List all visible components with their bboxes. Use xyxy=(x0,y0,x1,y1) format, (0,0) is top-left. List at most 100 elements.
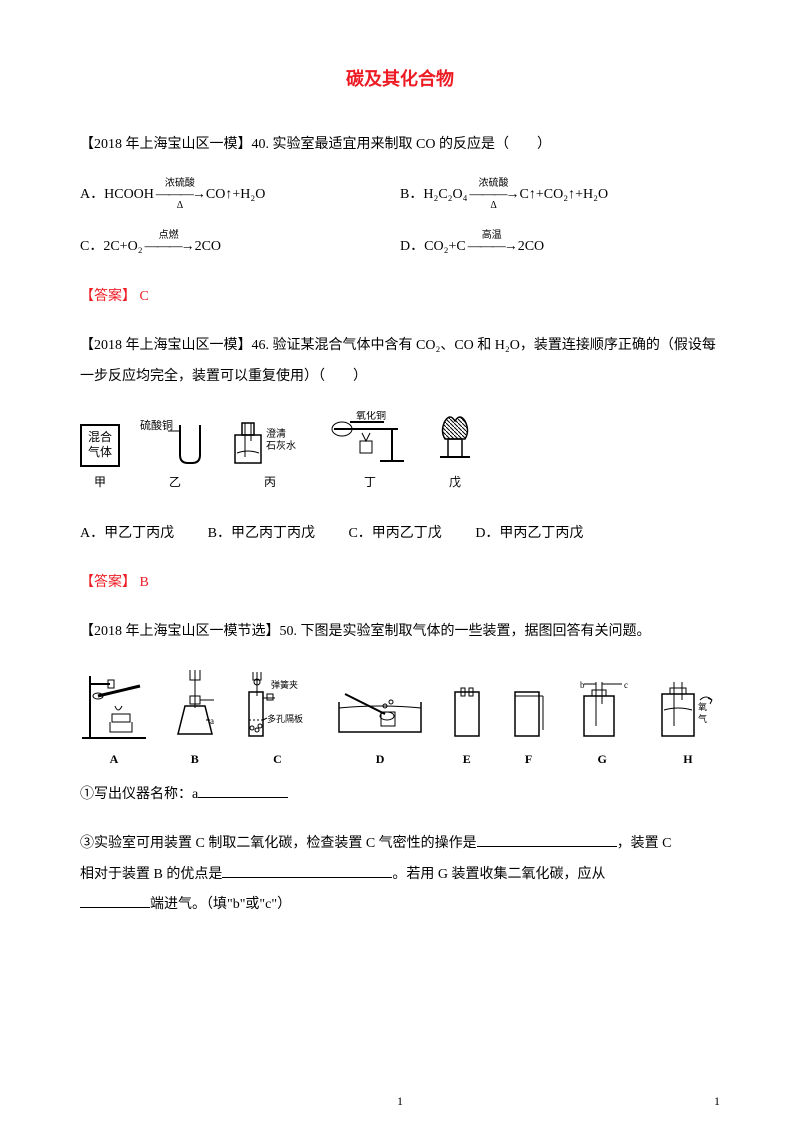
app-E-icon xyxy=(447,686,487,742)
app-E: E xyxy=(447,686,487,772)
optC-arrow: 点燃 ———→ xyxy=(145,230,193,264)
utube-icon: 硫酸铜 xyxy=(140,417,210,467)
optB-label: B． xyxy=(400,180,423,211)
app-G: b c G xyxy=(570,680,634,772)
q3-apparatus: ← A a B 弹簧夹 多孔隔板 xyxy=(80,666,720,772)
heater-icon: 氧化铜 xyxy=(330,411,410,467)
optD-rhs: 2CO xyxy=(518,232,544,263)
optC-rhs: 2CO xyxy=(195,232,221,263)
app-D-icon xyxy=(335,686,425,742)
dia-bing-lbl2: 石灰水 xyxy=(266,439,296,452)
q1-row1: A． HCOOH 浓硫酸 ———→ Δ CO↑+H₂O B． H₂C₂O₄ 浓硫… xyxy=(80,178,720,212)
blank xyxy=(222,864,392,878)
app-H-label: H xyxy=(683,746,692,772)
q2-diagram: 混合 气体 甲 硫酸铜 乙 澄清 石灰水 丙 氧化铜 xyxy=(80,411,720,495)
app-A-label: A xyxy=(110,746,119,772)
dia-ding: 氧化铜 丁 xyxy=(330,411,410,495)
q2-stem: 【2018 年上海宝山区一模】46. 验证某混合气体中含有 CO₂、CO 和 H… xyxy=(80,331,720,393)
optD-arrow: 高温 ———→ xyxy=(468,230,516,264)
optA-reaction: HCOOH 浓硫酸 ———→ Δ CO↑+H₂O xyxy=(104,178,265,212)
optA-label: A． xyxy=(80,180,104,211)
dia-yi: 硫酸铜 乙 xyxy=(140,417,210,495)
page-number-right: 1 xyxy=(714,1088,720,1114)
optA-cond-top: 浓硫酸 xyxy=(165,179,195,189)
svg-text:b: b xyxy=(580,680,585,690)
dia-wu-char: 戊 xyxy=(449,469,461,495)
app-B: a B xyxy=(170,666,220,772)
app-C-label: C xyxy=(273,746,282,772)
q3-sub3-l2a: 相对于装置 B 的优点是 xyxy=(80,867,222,882)
optC-cond-top: 点燃 xyxy=(159,231,179,241)
blank xyxy=(198,784,288,798)
q1-row2: C． 2C+O₂ 点燃 ———→ 2CO D． CO₂+C 高温 ———→ 2C… xyxy=(80,230,720,264)
dia-jia-label: 甲 xyxy=(94,469,106,495)
app-D-label: D xyxy=(376,746,385,772)
dia-yi-lbl: 硫酸铜 xyxy=(140,418,173,432)
page-number-center: 1 xyxy=(397,1088,403,1114)
q2-optB: B．甲乙丙丁丙戊 xyxy=(208,519,315,550)
q1-answer: 【答案】 C xyxy=(80,282,720,313)
q1-optC: C． 2C+O₂ 点燃 ———→ 2CO xyxy=(80,230,400,264)
q3-sub3-l1a: ③实验室可用装置 C 制取二氧化碳，检查装置 C 气密性的操作是 xyxy=(80,836,477,851)
q3-sub1-text: ①写出仪器名称：a xyxy=(80,787,198,802)
app-B-label: B xyxy=(191,746,199,772)
app-E-label: E xyxy=(463,746,471,772)
app-C-icon: 弹簧夹 多孔隔板 xyxy=(241,666,313,742)
svg-text:多孔隔板: 多孔隔板 xyxy=(267,713,303,724)
q1-stem: 【2018 年上海宝山区一模】40. 实验室最适宜用来制取 CO 的反应是（ ） xyxy=(80,130,720,161)
q2-answer: 【答案】 B xyxy=(80,568,720,599)
app-A: ← A xyxy=(80,666,148,772)
blank xyxy=(80,894,150,908)
q3-sub3-l3: 端进气。（填"b"或"c"） xyxy=(80,890,720,921)
answer-label: 【答案】 xyxy=(80,575,136,590)
optC-label: C． xyxy=(80,232,103,263)
optC-lhs: 2C+O₂ xyxy=(103,232,142,263)
optB-arrow: 浓硫酸 ———→ Δ xyxy=(470,178,518,212)
q2-options: A．甲乙丁丙戊 B．甲乙丙丁丙戊 C．甲丙乙丁戊 D．甲丙乙丁丙戊 xyxy=(80,519,720,550)
q1-optA: A． HCOOH 浓硫酸 ———→ Δ CO↑+H₂O xyxy=(80,178,400,212)
svg-text:氧: 氧 xyxy=(698,701,707,712)
optA-arrow: 浓硫酸 ———→ Δ xyxy=(156,178,204,212)
app-C: 弹簧夹 多孔隔板 C xyxy=(241,666,313,772)
optB-cond-top: 浓硫酸 xyxy=(479,179,509,189)
q3-sub1: ①写出仪器名称：a xyxy=(80,780,720,811)
q1-optD: D． CO₂+C 高温 ———→ 2CO xyxy=(400,230,720,264)
q3-sub3-l1b: ，装置 C xyxy=(617,836,672,851)
burner-icon xyxy=(430,411,480,467)
q2-optA: A．甲乙丁丙戊 xyxy=(80,519,174,550)
dia-jia: 混合 气体 甲 xyxy=(80,424,120,496)
svg-text:c: c xyxy=(624,680,628,690)
app-H-icon: 氧 气 xyxy=(656,680,720,742)
dia-ding-char: 丁 xyxy=(364,469,376,495)
optA-cond-bot: Δ xyxy=(177,201,183,211)
q3-sub3-l1: ③实验室可用装置 C 制取二氧化碳，检查装置 C 气密性的操作是 ，装置 C xyxy=(80,829,720,860)
svg-text:←: ← xyxy=(134,682,141,690)
dia-ding-lbl: 氧化铜 xyxy=(356,411,386,422)
optA-rhs: CO↑+H₂O xyxy=(206,180,265,211)
optB-cond-bot: Δ xyxy=(490,201,496,211)
app-A-icon: ← xyxy=(80,666,148,742)
app-G-icon: b c xyxy=(570,680,634,742)
q3-stem: 【2018 年上海宝山区一模节选】50. 下图是实验室制取气体的一些装置，据图回… xyxy=(80,617,720,648)
dia-jia-box: 混合 气体 xyxy=(80,424,120,467)
optC-spacer xyxy=(167,253,170,263)
dia-bing: 澄清 石灰水 丙 xyxy=(230,417,310,495)
answer-value: B xyxy=(136,575,149,590)
app-D: D xyxy=(335,686,425,772)
app-G-label: G xyxy=(598,746,607,772)
optD-cond-top: 高温 xyxy=(482,231,502,241)
q1-optB: B． H₂C₂O₄ 浓硫酸 ———→ Δ C↑+CO₂↑+H₂O xyxy=(400,178,720,212)
app-B-icon: a xyxy=(170,666,220,742)
answer-label: 【答案】 xyxy=(80,289,136,304)
svg-text:气: 气 xyxy=(698,713,707,724)
optD-label: D． xyxy=(400,232,424,263)
page-title: 碳及其化合物 xyxy=(80,60,720,100)
dia-wu: 戊 xyxy=(430,411,480,495)
optB-rhs: C↑+CO₂↑+H₂O xyxy=(520,180,609,211)
svg-text:弹簧夹: 弹簧夹 xyxy=(271,679,298,690)
washbottle-icon: 澄清 石灰水 xyxy=(230,417,310,467)
optD-lhs: CO₂+C xyxy=(424,232,466,263)
optD-reaction: CO₂+C 高温 ———→ 2CO xyxy=(424,230,544,264)
app-F-label: F xyxy=(525,746,532,772)
app-F: F xyxy=(509,686,549,772)
